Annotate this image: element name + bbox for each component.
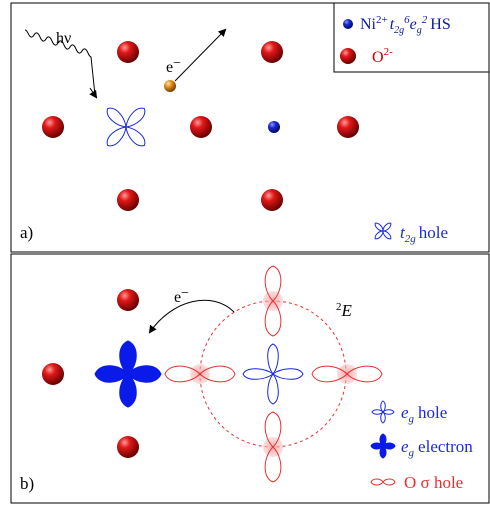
oxygen-atom [117, 189, 139, 211]
eg-hole-orbital [242, 343, 304, 405]
nickel-atom [268, 121, 280, 133]
eg-hole-legend-icon [371, 400, 395, 424]
electron-arrow [174, 28, 227, 82]
eg-electron-orbital [94, 340, 162, 408]
oxygen-atom [42, 363, 64, 385]
oxygen-sigma-orbitals [164, 265, 383, 483]
eg-electron-legend-label: eg electron [401, 437, 473, 459]
legend-nickel-icon [343, 19, 353, 29]
panel-b-label: b) [20, 474, 34, 493]
panel-a-frame [10, 2, 490, 253]
legend-oxygen-icon [340, 48, 356, 64]
eg-hole-legend-label: eg hole [401, 403, 447, 425]
t2g-hole-orbital [106, 107, 146, 147]
panel-a-legend-box [333, 2, 490, 73]
oxygen-atom [42, 116, 64, 138]
t2g-hole-legend-icon [374, 222, 392, 240]
electron-label-a: e− [166, 56, 181, 76]
oxygen-sigma-hole-legend-icon [370, 478, 396, 486]
photon-arrow [89, 87, 98, 99]
emitted-electron [164, 80, 176, 92]
oxygen-atom [337, 116, 359, 138]
oxygen-sigma-hole-legend-label: O σ hole [404, 473, 463, 492]
photon-wave [24, 29, 96, 96]
oxygen-atom [117, 41, 139, 63]
photon-label: hν [56, 30, 71, 47]
legend-oxygen-label: O2- [372, 46, 393, 66]
panel-b-frame [10, 253, 490, 504]
legend-nickel-label: Ni2+ t2g6eg2 HS [360, 14, 451, 36]
oxygen-atom [117, 289, 139, 311]
oxygen-atom [190, 116, 212, 138]
eg-electron-legend-icon [370, 433, 396, 459]
oxygen-atom [117, 436, 139, 458]
state-label: 2E [336, 301, 353, 320]
electron-label-b: e− [174, 286, 189, 306]
oxygen-atom [261, 41, 283, 63]
panel-a-label: a) [20, 223, 33, 242]
t2g-hole-legend-label: t2g hole [400, 223, 448, 245]
oxygen-atom [261, 189, 283, 211]
charge-transfer-arrow [148, 299, 235, 334]
